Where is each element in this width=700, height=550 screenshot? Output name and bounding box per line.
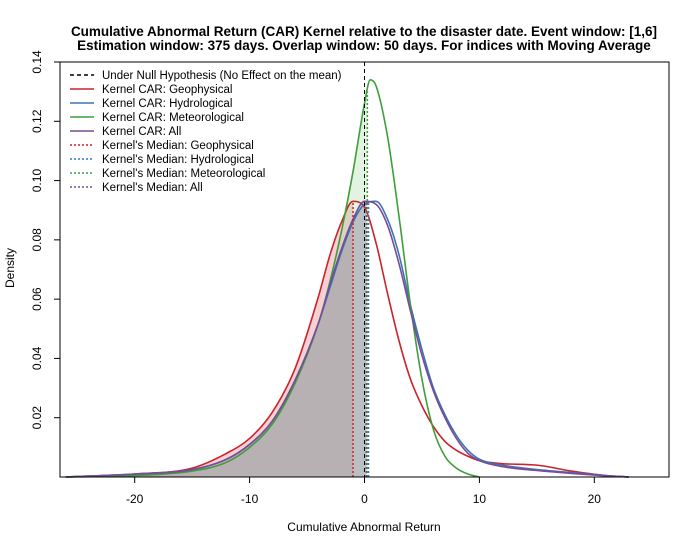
y-tick-label: 0.06 [30,287,44,311]
legend-label: Kernel's Median: Geophysical [102,140,254,152]
x-tick-label: 20 [588,492,602,506]
fill-meteorological [65,91,368,477]
y-tick-label: 0.08 [30,228,44,252]
x-tick-label: -10 [241,492,259,506]
x-tick-label: 10 [473,492,487,506]
legend-label: Kernel's Median: All [102,182,203,194]
legend-label: Kernel CAR: Meteorological [102,112,244,124]
y-tick-label: 0.02 [30,406,44,430]
curve-all [65,200,629,478]
x-tick-label: 0 [361,492,368,506]
median-lines [352,91,370,477]
y-tick-label: 0.04 [30,346,44,370]
chart-title: Cumulative Abnormal Return (CAR) Kernel … [71,24,657,39]
y-tick-label: 0.10 [30,169,44,193]
legend-label: Kernel's Median: Hydrological [102,154,254,166]
y-tick-label: 0.14 [30,50,44,74]
legend-label: Kernel CAR: Geophysical [102,84,232,96]
y-axis: 0.02 0.04 0.06 0.08 0.10 0.12 0.14 [30,50,60,429]
legend-label: Kernel CAR: All [102,126,181,138]
y-tick-label: 0.12 [30,109,44,133]
fill-hydrological [65,203,369,477]
chart-subtitle: Estimation window: 375 days. Overlap win… [77,38,651,53]
x-axis-label: Cumulative Abnormal Return [287,520,440,534]
y-axis-label: Density [3,248,17,288]
fill-all [65,201,367,477]
x-tick-label: -20 [126,492,144,506]
density-curves [65,78,629,478]
curve-meteorological [65,78,480,478]
legend-label: Under Null Hypothesis (No Effect on the … [102,70,342,82]
legend: Under Null Hypothesis (No Effect on the … [70,70,342,194]
x-axis: -20 -10 0 10 20 [126,477,601,506]
legend-label: Kernel CAR: Hydrological [102,98,232,110]
legend-label: Kernel's Median: Meteorological [102,168,265,180]
